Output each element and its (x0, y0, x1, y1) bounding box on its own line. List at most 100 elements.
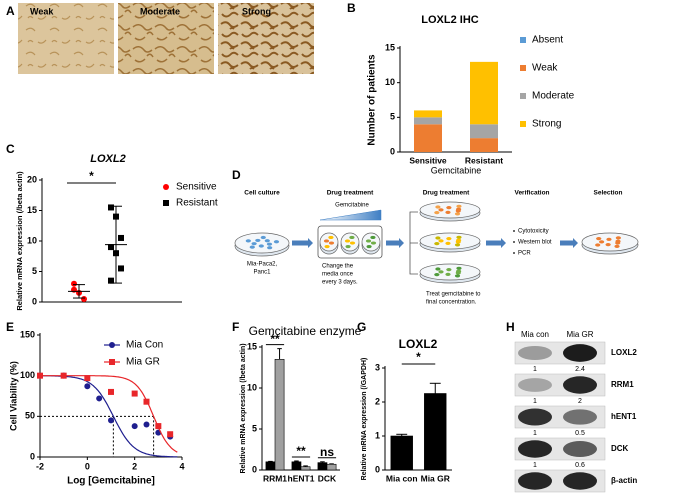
chart-title: Gemcitabine enzyme (249, 324, 362, 338)
y-tick-label: 0 (32, 296, 37, 306)
cell (445, 272, 451, 276)
band-ratio: 1 (533, 366, 537, 373)
dish-top (319, 232, 339, 252)
chart-title: LOXL2 (90, 153, 125, 165)
dish-top (419, 263, 481, 281)
cell (445, 210, 451, 214)
x-tick-label: 0 (85, 461, 90, 471)
band (518, 408, 552, 426)
cell (456, 238, 462, 242)
bar (274, 358, 285, 471)
bar-segment (470, 124, 498, 139)
cell (456, 204, 462, 208)
dish-top (234, 232, 290, 254)
cell (456, 235, 462, 239)
cell (324, 244, 330, 249)
legend-label: Strong (532, 119, 561, 130)
band (518, 345, 552, 361)
marker (143, 421, 150, 428)
y-tick-label: 0 (30, 451, 35, 461)
cell (328, 241, 335, 245)
y-tick-label: 2 (375, 396, 380, 406)
legend-label: Mia GR (126, 357, 160, 368)
x-tick-label: DCK (318, 473, 337, 483)
cell (267, 246, 273, 250)
y-axis-label: Cell Viability (%) (8, 361, 18, 431)
y-tick-label: 150 (20, 329, 35, 339)
cell (615, 239, 621, 243)
marker (131, 390, 138, 397)
cell (456, 266, 462, 270)
y-tick-label: 50 (25, 411, 35, 421)
cell (366, 244, 372, 249)
y-tick-label: 5 (390, 112, 395, 122)
ihc-image (18, 3, 114, 74)
x-tick-label: Resistant (465, 155, 503, 165)
x-tick-label: RRM1 (263, 473, 287, 483)
marker (108, 417, 114, 424)
bar (390, 435, 413, 471)
marker (163, 184, 169, 190)
row-label: hENT1 (611, 412, 637, 421)
band-ratio: 0.5 (575, 430, 585, 437)
x-tick-label: Sensitive (409, 155, 447, 165)
legend-label: Weak (532, 63, 558, 74)
significance-label: ** (270, 332, 280, 346)
y-axis-label: Number of patients (367, 54, 378, 146)
cell (614, 244, 620, 249)
cell (445, 241, 451, 245)
marker (167, 431, 174, 438)
x-axis-label: Gemcitabine (431, 165, 482, 175)
panel-label: H (506, 320, 515, 334)
x-tick-label: 2 (132, 461, 137, 471)
dish-top (340, 232, 360, 252)
marker (118, 234, 124, 241)
lane-label: Mia con (521, 330, 549, 339)
step-label: Selection (594, 190, 623, 197)
cell (595, 243, 601, 247)
chart-title: LOXL2 IHC (421, 14, 479, 26)
arrow (560, 238, 578, 248)
x-tick-label: -2 (36, 461, 44, 471)
cell (251, 242, 257, 246)
cell (446, 268, 452, 272)
cell (273, 240, 280, 244)
cell (264, 239, 270, 243)
cell (365, 239, 372, 243)
cell (370, 235, 376, 240)
lane-label: Mia GR (566, 330, 593, 339)
cell (370, 241, 377, 245)
gradient-label: Gemcitabine (335, 203, 369, 209)
cell (344, 239, 351, 243)
band-ratio: 1 (533, 398, 537, 405)
bullet (513, 241, 515, 243)
cell (434, 273, 440, 277)
band (518, 378, 552, 392)
step-label: Drug treatment (423, 190, 470, 197)
panel-label: B (347, 1, 356, 15)
bar (424, 393, 447, 471)
marker (71, 286, 77, 293)
marker (108, 244, 114, 251)
bar-segment (470, 61, 498, 125)
x-tick-label: Mia GR (421, 473, 450, 483)
arrow (292, 238, 313, 248)
cell (349, 235, 355, 240)
y-tick-label: 5 (32, 266, 37, 276)
bullet (513, 252, 515, 254)
cell (606, 237, 612, 241)
cell (615, 236, 621, 240)
bullet (513, 230, 515, 232)
band-ratio: 2 (578, 398, 582, 405)
legend-label: Sensitive (176, 182, 217, 193)
bar (300, 466, 311, 471)
cell (435, 236, 441, 240)
cell (438, 239, 444, 243)
band (563, 344, 597, 362)
panel-label: G (357, 320, 366, 334)
row-label: RRM1 (611, 380, 634, 389)
x-tick-label: Mia con (386, 473, 418, 483)
band-ratio: 0.6 (575, 462, 585, 469)
marker (108, 277, 114, 284)
